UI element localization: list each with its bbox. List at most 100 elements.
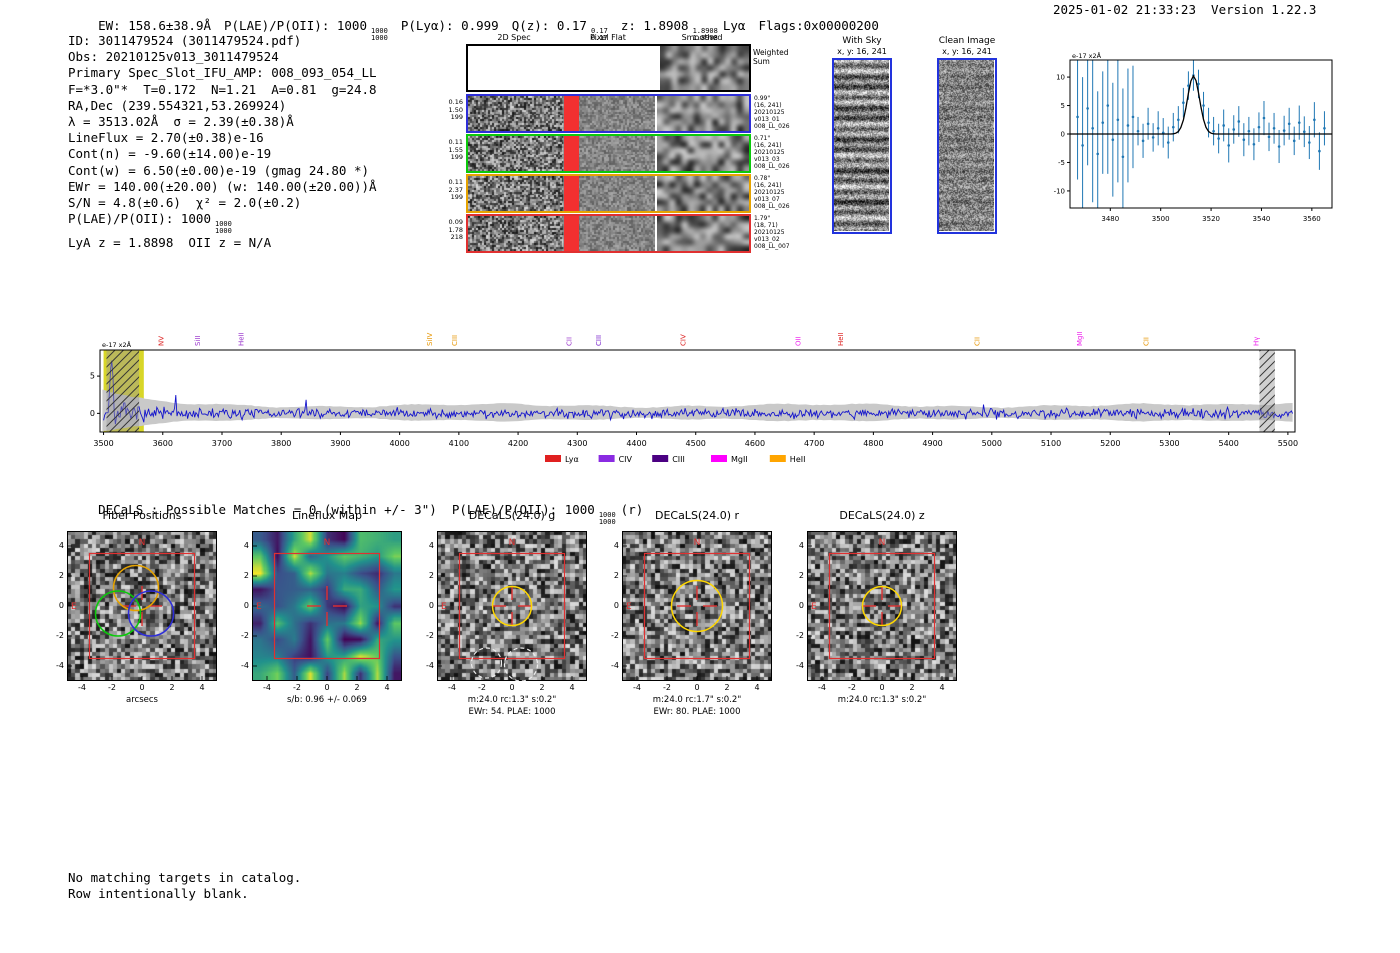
cutout-xtick-label: 0 bbox=[324, 683, 330, 692]
cutout-title: Fiber Positions bbox=[102, 509, 182, 522]
svg-text:5500: 5500 bbox=[1278, 439, 1298, 448]
clean-image-coords: x, y: 16, 241 bbox=[942, 47, 992, 56]
svg-text:4300: 4300 bbox=[567, 439, 587, 448]
info-line-obs: Obs: 20210125v013_3011479524 bbox=[68, 49, 279, 65]
with-sky-image-frame bbox=[832, 58, 892, 234]
svg-text:MgII: MgII bbox=[1076, 331, 1084, 346]
weighted-smoothed-image bbox=[660, 46, 749, 90]
cutout-overlay: NE bbox=[67, 531, 217, 681]
fiber-smoothed-image bbox=[657, 96, 749, 131]
svg-text:E: E bbox=[811, 602, 817, 612]
cutout-ytick-label: -4 bbox=[56, 661, 64, 670]
line-fit-plot: 10 5 0 -5 -10 3480 3500 3520 3540 3560 e-17 x2Å bbox=[1054, 51, 1333, 223]
info-line-radec: RA,Dec (239.554321,53.269924) bbox=[68, 97, 287, 113]
info-line-sn-chi2: S/N = 4.8(±0.6) χ² = 2.0(±0.2) bbox=[68, 195, 302, 211]
svg-text:5000: 5000 bbox=[982, 439, 1002, 448]
cutout-ytick-label: -2 bbox=[796, 631, 804, 640]
line-center-marker bbox=[655, 176, 657, 211]
svg-text:CII: CII bbox=[973, 337, 981, 346]
svg-text:0: 0 bbox=[90, 409, 95, 418]
svg-text:CIV: CIV bbox=[619, 455, 633, 464]
svg-text:E: E bbox=[626, 602, 632, 612]
info-line-primary-spec: Primary Spec_Slot_IFU_AMP: 008_093_054_L… bbox=[68, 65, 377, 81]
cutout-ytick-label: -2 bbox=[241, 631, 249, 640]
cutout-xlabel: m:24.0 rc:1.7" s:0.2" bbox=[652, 695, 742, 705]
svg-text:4500: 4500 bbox=[686, 439, 706, 448]
header-qz-frac: 0.17 0.17 bbox=[590, 27, 608, 43]
svg-text:4700: 4700 bbox=[804, 439, 824, 448]
svg-text:HeII: HeII bbox=[790, 455, 806, 464]
header-ew: EW: 158.6±38.9Å bbox=[98, 18, 211, 34]
emission-line-marker-stripe bbox=[564, 136, 579, 171]
svg-text:Hγ: Hγ bbox=[1252, 337, 1260, 346]
svg-text:E: E bbox=[256, 602, 262, 612]
svg-text:HeII: HeII bbox=[837, 332, 845, 346]
cutout-xtick-label: 2 bbox=[909, 683, 915, 692]
spec2d-col-title-smoothed: Smoothed bbox=[681, 33, 723, 42]
cutout-overlay: NE bbox=[252, 531, 402, 681]
full-spectrum-plot: 0 5 3500 3600 3700 3800 3900 4000 4100 4200 4300 44… bbox=[90, 331, 1298, 464]
fiber-row-id-label: 1.79" (18, 71) 20210125 v013_02 008_LL_007 bbox=[754, 215, 790, 251]
info-line-cont-w: Cont(w) = 6.50(±0.00)e-19 (gmag 24.80 *) bbox=[68, 162, 370, 178]
line-center-marker bbox=[655, 96, 657, 131]
svg-text:3500: 3500 bbox=[93, 439, 113, 448]
cutout-xtick-label: -2 bbox=[293, 683, 301, 692]
info-line-ewr: EWr = 140.00(±20.00) (w: 140.00(±20.00))… bbox=[68, 178, 377, 194]
header-z: z: 1.8908 bbox=[620, 18, 689, 34]
cutout-title: DECaLS(24.0) g bbox=[468, 509, 556, 522]
cutout-image bbox=[807, 531, 957, 681]
header-plya: P(Lyα): 0.999 bbox=[400, 18, 499, 34]
cutout-ytick-label: -4 bbox=[611, 661, 619, 670]
info-plae-frac: 1000 1000 bbox=[215, 220, 232, 236]
svg-text:CIII: CIII bbox=[595, 335, 603, 346]
line-center-marker bbox=[655, 216, 657, 251]
cutout-ytick-label: 2 bbox=[243, 571, 249, 580]
svg-text:-10: -10 bbox=[1054, 187, 1065, 195]
cutout-ytick-label: 0 bbox=[58, 601, 64, 610]
svg-text:SiIV: SiIV bbox=[426, 333, 434, 346]
cutout-xlabel2: EWr: 54. PLAE: 1000 bbox=[468, 707, 556, 717]
cutout-xtick-label: -4 bbox=[633, 683, 641, 692]
svg-text:3900: 3900 bbox=[330, 439, 350, 448]
spec2d-fiber-row bbox=[466, 174, 751, 213]
cutout-xtick-label: 2 bbox=[354, 683, 360, 692]
cutout-xtick-label: 0 bbox=[694, 683, 700, 692]
header-left: EW: 158.6±38.9Å P(LAE)/P(OII): 1000 1000 10… bbox=[68, 2, 879, 58]
svg-text:10: 10 bbox=[1056, 74, 1065, 82]
cutout-ytick-label: 4 bbox=[798, 541, 804, 550]
line-center-marker bbox=[655, 136, 657, 171]
cutout-ytick-label: -4 bbox=[796, 661, 804, 670]
header-qz: Q(z): 0.17 bbox=[511, 18, 587, 34]
cutout-xtick-label: -4 bbox=[263, 683, 271, 692]
header-plae-frac: 1000 1000 bbox=[371, 27, 388, 43]
header-plae: P(LAE)/P(OII): 1000 bbox=[224, 18, 367, 34]
cutout-image bbox=[622, 531, 772, 681]
cutout-ytick-label: 2 bbox=[798, 571, 804, 580]
decals-match-header: DECaLS : Possible Matches = 0 (within +/… bbox=[98, 502, 644, 527]
cutout-xtick-label: 0 bbox=[509, 683, 515, 692]
svg-text:4400: 4400 bbox=[626, 439, 646, 448]
info-line-fiber-stats: F=*3.0"* T=0.172 N=1.21 A=0.81 g=24.8 bbox=[68, 81, 377, 97]
cutout-xtick-label: 2 bbox=[539, 683, 545, 692]
fiber-smoothed-image bbox=[657, 176, 749, 211]
cutout-title: DECaLS(24.0) r bbox=[654, 509, 740, 522]
weighted-sum-label: Weighted Sum bbox=[753, 48, 789, 66]
footer-line-blank-row: Row intentionally blank. bbox=[68, 886, 249, 902]
info-line-lineflux: LineFlux = 2.70(±0.38)e-16 bbox=[68, 130, 264, 146]
info-line-id: ID: 3011479524 (3011479524.pdf) bbox=[68, 33, 302, 48]
with-sky-title: With Sky bbox=[842, 36, 882, 46]
cutout-xlabel: m:24.0 rc:1.3" s:0.2" bbox=[837, 695, 927, 705]
clean-image bbox=[939, 60, 994, 231]
spec2d-fiber-row bbox=[466, 214, 751, 253]
header-z-frac: 1.8908 1.8908 bbox=[692, 27, 718, 43]
fiber-row-id-label: 0.78" (16, 241) 20210125 v013_07 008_LL_026 bbox=[754, 175, 790, 211]
svg-text:N: N bbox=[139, 538, 146, 548]
svg-text:e-17 x2Å: e-17 x2Å bbox=[1072, 51, 1102, 60]
spec2d-fiber-row bbox=[466, 94, 751, 133]
svg-text:4200: 4200 bbox=[508, 439, 528, 448]
svg-text:CIII: CIII bbox=[451, 335, 459, 346]
svg-text:3480: 3480 bbox=[1101, 215, 1119, 223]
